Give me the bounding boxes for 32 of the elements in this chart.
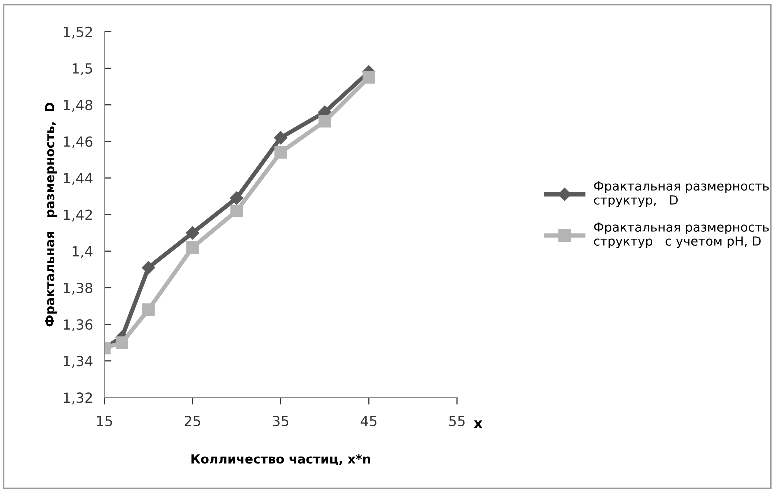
- x-tick-label: 55: [449, 416, 465, 427]
- point: [186, 241, 200, 254]
- point: [186, 226, 200, 240]
- point: [230, 192, 244, 205]
- y-axis-title: Фрактальная размерность, D: [45, 102, 58, 327]
- y-tick-label: 1,52: [64, 26, 92, 39]
- point: [318, 115, 332, 128]
- x-tick-label: 25: [184, 416, 200, 427]
- point: [274, 146, 288, 159]
- y-tick-label: 1,36: [64, 320, 93, 332]
- x-tick-label: 45: [360, 416, 377, 427]
- point: [230, 204, 244, 218]
- y-tick-label: 1,5: [72, 64, 92, 76]
- legend-label: Фрактальная размерность структур с учетом pH, D: [594, 222, 770, 248]
- y-tick-label: 1,34: [64, 356, 93, 368]
- y-tick-label: 1,48: [64, 100, 93, 112]
- y-tick-label: 1,46: [64, 136, 93, 149]
- point: [116, 336, 129, 350]
- y-tick-label: 1,42: [64, 210, 92, 222]
- x-tick-label: 35: [273, 416, 289, 427]
- legend-label: Фрактальная размерность структур, D: [594, 182, 770, 208]
- y-tick-label: 1,38: [64, 282, 93, 295]
- point: [142, 304, 155, 316]
- x-axis-title: Колличество частиц, x*n: [192, 454, 370, 466]
- x-tick-label: 15: [97, 416, 112, 427]
- y-tick-label: 1,32: [64, 392, 92, 405]
- text: x: [474, 420, 483, 428]
- point: [142, 261, 156, 274]
- y-tick-label: 1,4: [72, 246, 93, 258]
- y-tick-label: 1,44: [64, 173, 93, 186]
- point: [274, 131, 288, 145]
- point: [362, 71, 376, 84]
